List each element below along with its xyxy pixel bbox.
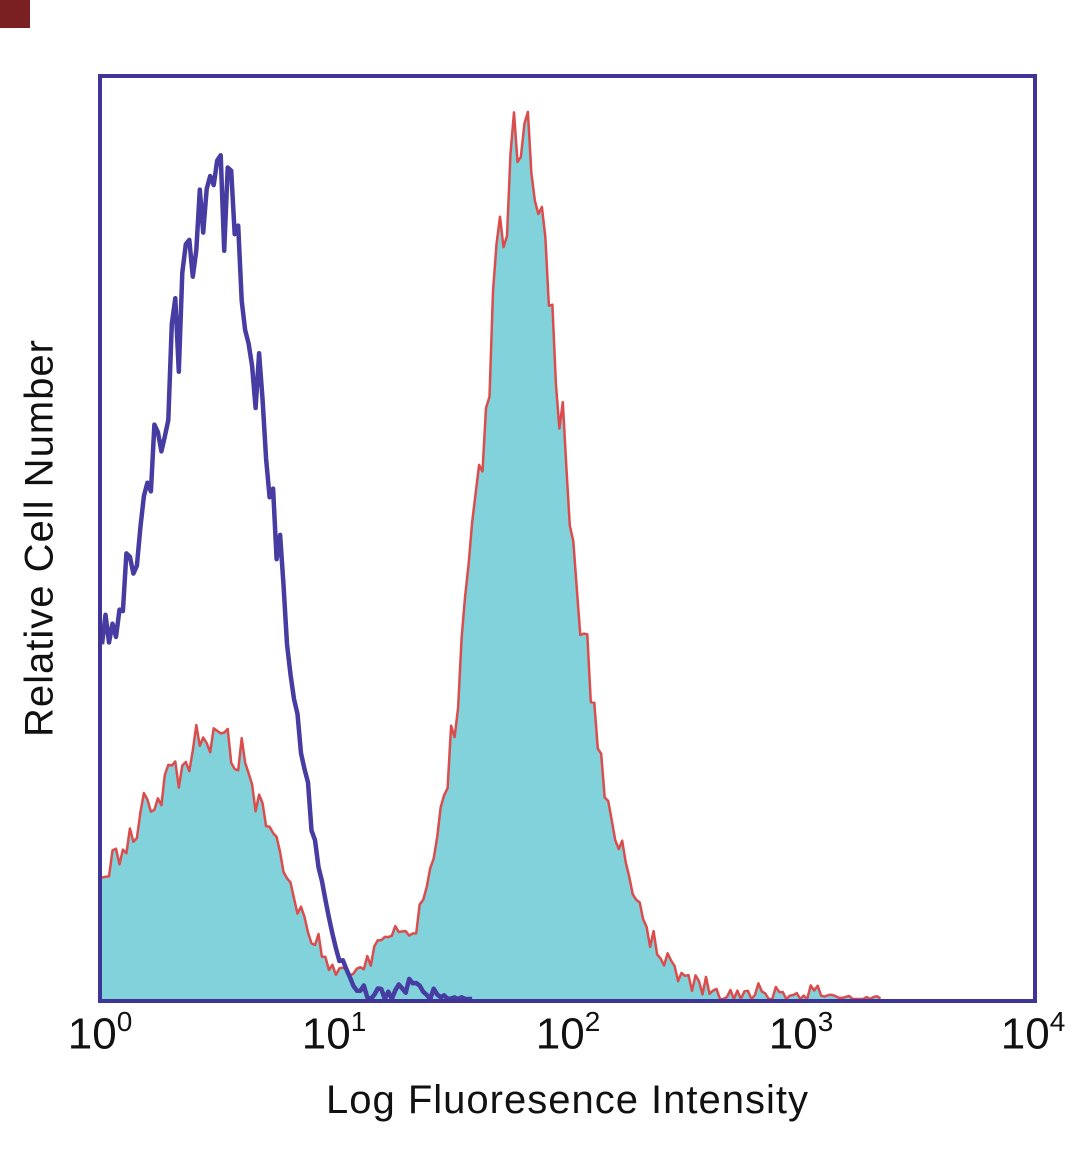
y-axis-title: Relative Cell Number (17, 339, 62, 737)
x-tick-1e3: 103 (768, 1006, 834, 1059)
x-tick-1e1: 101 (301, 1006, 367, 1059)
plot-svg (102, 110, 882, 999)
series-stained-sample-outline (102, 110, 882, 999)
corner-artifact (0, 0, 30, 28)
plot-area (98, 74, 1037, 1003)
x-tick-1e2: 102 (535, 1006, 601, 1059)
series-control-line (102, 153, 473, 999)
x-tick-1e4: 104 (1000, 1006, 1066, 1059)
x-axis-ticks: 100 101 102 103 104 (0, 1006, 1080, 1068)
series-stained-sample-fill (102, 111, 881, 999)
x-tick-1e0: 100 (67, 1006, 133, 1059)
x-axis-title: Log Fluoresence Intensity (325, 1078, 810, 1122)
